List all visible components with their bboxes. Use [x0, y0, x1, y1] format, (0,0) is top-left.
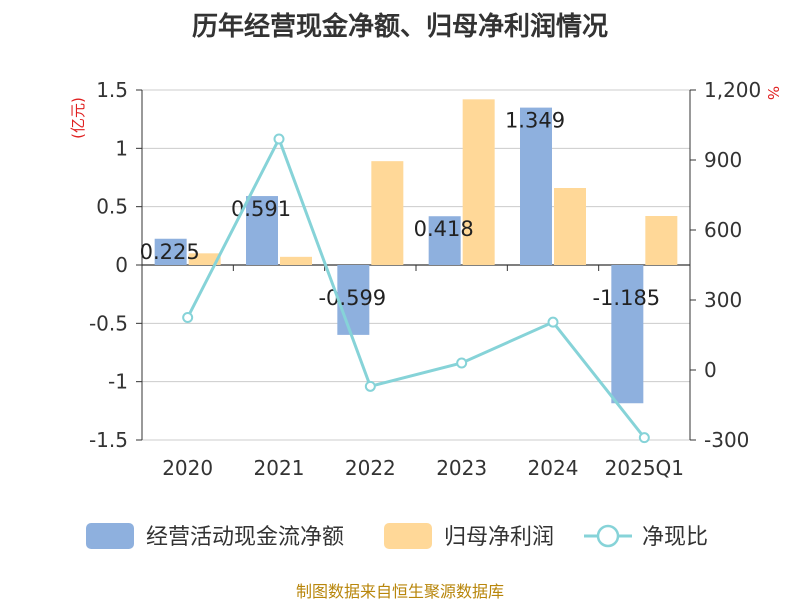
x-axis-tick-label: 2020 — [162, 456, 213, 480]
x-axis-tick-label: 2023 — [436, 456, 487, 480]
right-axis-tick-label: 600 — [704, 218, 742, 242]
point-net-cash-ratio — [638, 432, 650, 444]
bar-cash-flow — [611, 265, 644, 404]
right-axis-tick-label: 0 — [704, 358, 717, 382]
legend-label-ratio: 净现比 — [642, 525, 708, 550]
data-label-cash-flow: -1.185 — [592, 286, 660, 310]
chart-title: 历年经营现金净额、归母净利润情况 — [191, 12, 608, 42]
right-axis-tick-label: 1,200 — [704, 78, 761, 102]
left-axis-tick-label: 1.5 — [96, 78, 128, 102]
legend-swatch-net-profit — [384, 523, 432, 549]
point-net-cash-ratio — [364, 380, 376, 392]
right-axis-tick-label: 900 — [704, 148, 742, 172]
x-axis-tick-label: 2024 — [528, 456, 579, 480]
bar-cash-flow — [154, 238, 187, 265]
x-axis-tick-label: 2025Q1 — [605, 456, 684, 480]
bar-cash-flow — [520, 107, 552, 265]
left-axis-tick-label: 0.5 — [96, 195, 128, 219]
bar-net-profit — [188, 253, 221, 265]
data-label-cash-flow: 0.591 — [231, 197, 291, 221]
left-axis-tick-label: -0.5 — [89, 311, 128, 335]
bar-net-profit — [280, 256, 312, 265]
left-axis-tick-label: -1 — [108, 370, 128, 394]
left-axis-tick-label: -1.5 — [89, 428, 128, 452]
line-net-cash-ratio — [186, 135, 646, 439]
x-axis-tick-label: 2021 — [254, 456, 305, 480]
legend-label-cash-flow: 经营活动现金流净额 — [146, 525, 344, 550]
bar-cash-flow — [246, 196, 278, 265]
point-net-cash-ratio — [547, 316, 559, 328]
bar-net-profit — [554, 188, 586, 265]
x-axis-tick-label: 2022 — [345, 456, 396, 480]
legend-swatch-ratio-marker — [596, 524, 620, 548]
right-axis-tick-label: -300 — [704, 428, 749, 452]
bar-cash-flow — [428, 216, 461, 265]
left-axis-tick-label: 0 — [115, 253, 128, 277]
data-label-cash-flow: -0.599 — [318, 286, 386, 310]
data-label-cash-flow: 0.418 — [414, 217, 474, 241]
left-axis-unit: (亿元) — [69, 97, 87, 139]
right-axis-tick-label: 300 — [704, 288, 742, 312]
legend-swatch-cash-flow — [86, 523, 134, 549]
left-axis-tick-label: 1 — [115, 136, 128, 160]
point-net-cash-ratio — [273, 133, 285, 145]
bar-net-profit — [462, 99, 495, 265]
point-net-cash-ratio — [456, 357, 468, 369]
bar-net-profit — [645, 216, 678, 265]
right-axis-unit: % — [764, 86, 782, 100]
source-note: 制图数据来自恒生聚源数据库 — [295, 582, 504, 601]
point-net-cash-ratio — [182, 312, 194, 323]
bar-cash-flow — [337, 265, 370, 335]
data-label-cash-flow: 0.225 — [140, 240, 200, 264]
legend-label-net-profit: 归母净利润 — [444, 525, 554, 550]
bar-net-profit — [371, 161, 404, 265]
data-label-cash-flow: 1.349 — [505, 109, 565, 133]
